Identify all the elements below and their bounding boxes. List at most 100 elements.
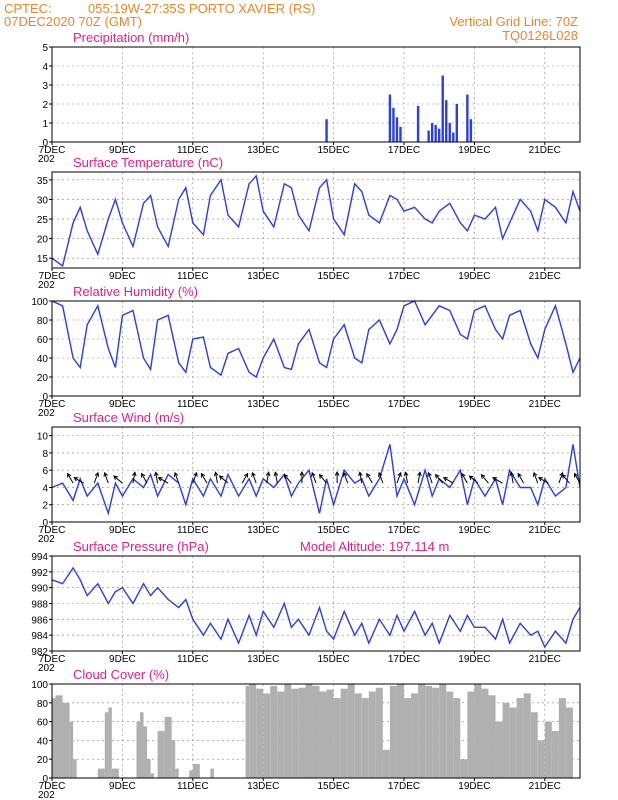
x-tick-label: 15DEC (317, 654, 349, 665)
cloud-cover-bar (509, 707, 517, 778)
cloud-cover-bar (305, 684, 313, 778)
wind-arrow-head (434, 473, 440, 479)
rh-title: Relative Humidity (%) (73, 284, 198, 299)
cloud-cover-bar (277, 691, 285, 778)
wind-arrow-shaft (73, 477, 84, 484)
wind-arrow-shaft (93, 472, 99, 484)
wind-arrow-shaft (283, 474, 292, 484)
cloud-cover-bar (326, 689, 334, 778)
wind-arrow-head (427, 471, 432, 477)
y-tick-label: 990 (31, 584, 48, 595)
x-tick-label: 7DEC (39, 271, 66, 282)
x-tick-label: 21DEC (529, 271, 561, 282)
wind-arrow-head (73, 477, 79, 482)
x-year-label: 202 (38, 408, 55, 419)
cloud-cover-bar (488, 695, 496, 778)
wind-arrow-head (573, 472, 579, 478)
precip-bar (430, 123, 434, 142)
cloud-cover-bar (111, 768, 119, 778)
x-tick-label: 19DEC (458, 781, 490, 792)
x-tick-label: 19DEC (458, 654, 490, 665)
header: CPTEC: 055:19W-27:35S PORTO XAVIER (RS) … (4, 1, 578, 43)
x-tick-label: 15DEC (317, 781, 349, 792)
precip-bar (441, 75, 444, 142)
x-tick-label: 17DEC (388, 145, 420, 156)
cloud-cover-bar (108, 707, 112, 778)
wind-arrow-shaft (215, 472, 218, 484)
wind-arrow-shaft (538, 477, 549, 484)
x-tick-label: 21DEC (529, 781, 561, 792)
wind-arrow (311, 471, 317, 484)
wind-arrow-head (157, 477, 163, 482)
wind-title: Surface Wind (m/s) (73, 410, 184, 425)
y-tick-label: 15 (37, 254, 49, 265)
wind-arrow-shaft (405, 472, 409, 484)
wind-arrow-shaft (517, 473, 525, 484)
cloud-cover-bar (361, 698, 369, 778)
cloud-cover-bar (210, 768, 214, 778)
x-tick-label: 21DEC (529, 399, 561, 410)
wind-arrow (192, 471, 198, 484)
wind-arrow-shaft (192, 472, 198, 484)
wind-arrow (93, 471, 100, 484)
wind-arrow-head (200, 472, 206, 478)
precip-bar (427, 130, 430, 142)
x-year-label: 202 (38, 280, 55, 291)
cloud-cover-bar (530, 712, 538, 778)
x-tick-label: 11DEC (177, 399, 209, 410)
wind-arrow (213, 471, 219, 484)
cloud-cover-bar (157, 731, 165, 778)
x-tick-label: 17DEC (388, 525, 420, 536)
wind-arrow (442, 477, 454, 484)
y-tick-label: 0 (42, 392, 48, 403)
precip-bar (452, 132, 455, 142)
x-year-label: 202 (38, 790, 55, 800)
y-tick-label: 25 (37, 215, 49, 226)
wind-arrow (200, 472, 208, 484)
wind-arrow-shaft (396, 472, 402, 484)
wind-arrow-shaft (359, 472, 363, 484)
y-tick-label: 40 (37, 736, 49, 747)
header-source: CPTEC: (4, 1, 52, 16)
precip-bar (445, 100, 448, 142)
wind-arrow-head (153, 471, 159, 477)
wind-arrow-shaft (417, 472, 421, 484)
x-tick-label: 15DEC (317, 399, 349, 410)
cloud-cover-bar (411, 693, 419, 778)
wind-arrow-head (218, 475, 224, 480)
y-tick-label: 10 (37, 432, 49, 443)
y-tick-label: 40 (37, 354, 49, 365)
cloud-cover-bar (249, 684, 257, 778)
wind-arrow (480, 473, 489, 484)
wind-arrow (273, 471, 279, 484)
wind-arrow (299, 471, 305, 484)
panel-precip: 0 1 2 3 4 5 7DEC 9DEC 11DEC 13DEC 15DEC 17DEC 19DEC 2… (38, 30, 581, 165)
wind-arrow (140, 472, 148, 484)
precip-bar (455, 104, 458, 142)
x-tick-label: 21DEC (529, 145, 561, 156)
cloud-cover-bar (368, 691, 376, 778)
wind-arrow-head (334, 471, 340, 476)
cloud-cover-bar (55, 695, 63, 778)
wind-arrow-head (492, 477, 498, 482)
wind-arrow-shaft (492, 477, 503, 484)
wind-arrow (103, 471, 109, 484)
x-tick-label: 9DEC (109, 271, 136, 282)
wind-arrow-shaft (158, 477, 169, 484)
wind-arrow (427, 471, 433, 484)
wind-arrow (434, 473, 444, 484)
header-code: TQ0126L028 (502, 28, 578, 43)
wind-arrow-head (318, 473, 324, 479)
cloud-cover-bar (474, 684, 482, 778)
y-tick-label: 4 (42, 483, 48, 494)
cloud-cover-bar (375, 687, 383, 778)
wind-arrow (67, 472, 74, 484)
x-tick-label: 17DEC (388, 271, 420, 282)
wind-arrow (241, 472, 249, 484)
panel-wind: 0 2 4 6 8 10 7DEC 9DEC 11DEC 13DEC 15DEC 17DEC 19DEC… (37, 410, 581, 545)
wind-arrow (113, 475, 123, 484)
wind-arrow (532, 471, 539, 484)
x-tick-label: 11DEC (177, 525, 209, 536)
wind-arrow-head (67, 472, 72, 478)
wind-arrow-head (403, 471, 409, 477)
